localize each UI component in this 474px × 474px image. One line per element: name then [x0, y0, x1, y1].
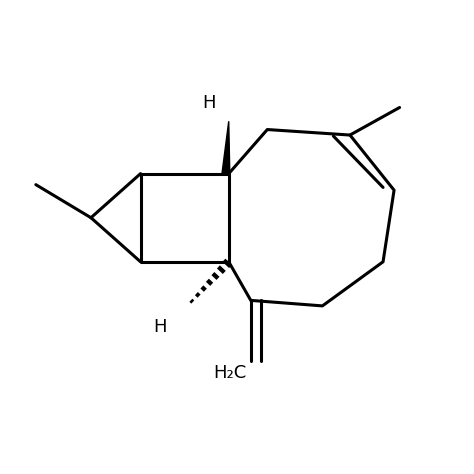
Text: H: H [203, 94, 216, 112]
Text: H: H [153, 318, 166, 336]
Polygon shape [222, 121, 230, 176]
Text: H₂C: H₂C [213, 364, 246, 382]
